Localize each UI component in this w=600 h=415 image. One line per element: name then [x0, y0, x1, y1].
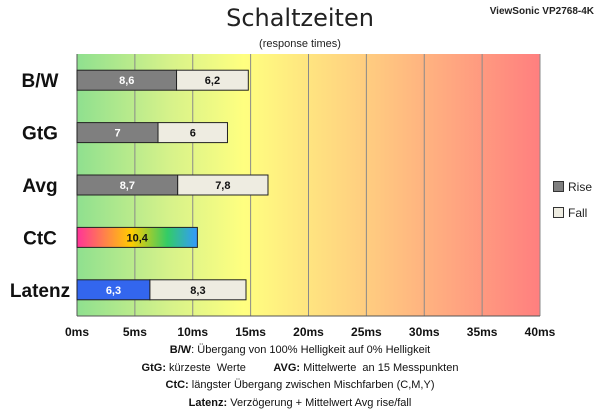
- monitor-model: ViewSonic VP2768-4K: [489, 6, 594, 17]
- note-bw: B/W: Übergang von 100% Helligkeit auf 0%…: [0, 342, 600, 360]
- bar-rise-label: 6,3: [106, 285, 121, 297]
- x-tick-label: 35ms: [467, 325, 498, 339]
- legend-rise-label: Rise: [568, 180, 593, 194]
- note-avg-text: Mittelwerte an 15 Messpunkten: [300, 361, 459, 374]
- x-tick-label: 40ms: [525, 325, 556, 339]
- note-latenz-key: Latenz:: [188, 396, 228, 409]
- note-bw-key: B/W: [169, 344, 192, 356]
- note-ctc-key: CtC:: [165, 379, 189, 391]
- bar-rise-label: 8,6: [119, 75, 134, 87]
- legend-fall-swatch: [553, 207, 564, 218]
- bar-fall: [157, 122, 228, 144]
- chart-title: Schaltzeiten: [226, 4, 374, 32]
- bar-fall: [177, 174, 269, 196]
- category-label: Latenz: [10, 281, 70, 302]
- bar-fall-label: 7,8: [215, 180, 230, 192]
- x-tick-label: 25ms: [351, 325, 382, 339]
- note-ctc-text: längster Übergang zwischen Mischfarben (…: [188, 379, 435, 391]
- note-gtg-text: kürzeste Werte: [166, 361, 274, 374]
- bar-fall: [149, 279, 247, 301]
- x-tick-label: 10ms: [177, 325, 208, 339]
- bar-fall-label: 6: [190, 128, 196, 140]
- note-gtg-key: GtG:: [141, 361, 166, 374]
- legend-fall-label: Fall: [568, 206, 588, 220]
- bar-rise: [76, 226, 198, 248]
- bar-rise-label: 8,7: [120, 180, 135, 192]
- bar-fall-label: 8,3: [190, 285, 205, 297]
- x-tick-label: 20ms: [293, 325, 324, 339]
- category-label: CtC: [23, 228, 57, 249]
- category-label: Avg: [22, 176, 57, 197]
- note-avg-key: AVG:: [273, 361, 301, 374]
- legend-rise: Rise: [553, 180, 592, 194]
- category-label: B/W: [22, 71, 59, 92]
- bar-fall-label: 6,2: [205, 75, 220, 87]
- bar-rise-label: 7: [114, 128, 120, 140]
- note-bw-text: : Übergang von 100% Helligkeit auf 0% He…: [191, 344, 431, 356]
- x-tick-label: 15ms: [235, 325, 266, 339]
- bar-rise-label: 10,4: [126, 232, 148, 244]
- legend-rise-swatch: [553, 181, 564, 192]
- notes: B/W: Übergang von 100% Helligkeit auf 0%…: [0, 342, 600, 412]
- x-tick-label: 30ms: [409, 325, 440, 339]
- note-gtg: GtG: kürzeste Werte AVG: Mittelwerte an …: [0, 360, 600, 378]
- x-tick-label: 0ms: [65, 325, 89, 339]
- note-ctc: CtC: längster Übergang zwischen Mischfar…: [0, 377, 600, 395]
- legend-fall: Fall: [553, 206, 587, 220]
- note-latenz-text: Verzögerung + Mittelwert Avg rise/fall: [227, 396, 412, 409]
- chart-subtitle: (response times): [259, 38, 341, 50]
- x-tick-label: 5ms: [123, 325, 147, 339]
- note-latenz: Latenz: Verzögerung + Mittelwert Avg ris…: [0, 395, 600, 413]
- bar-fall: [176, 69, 249, 91]
- category-label: GtG: [22, 124, 58, 145]
